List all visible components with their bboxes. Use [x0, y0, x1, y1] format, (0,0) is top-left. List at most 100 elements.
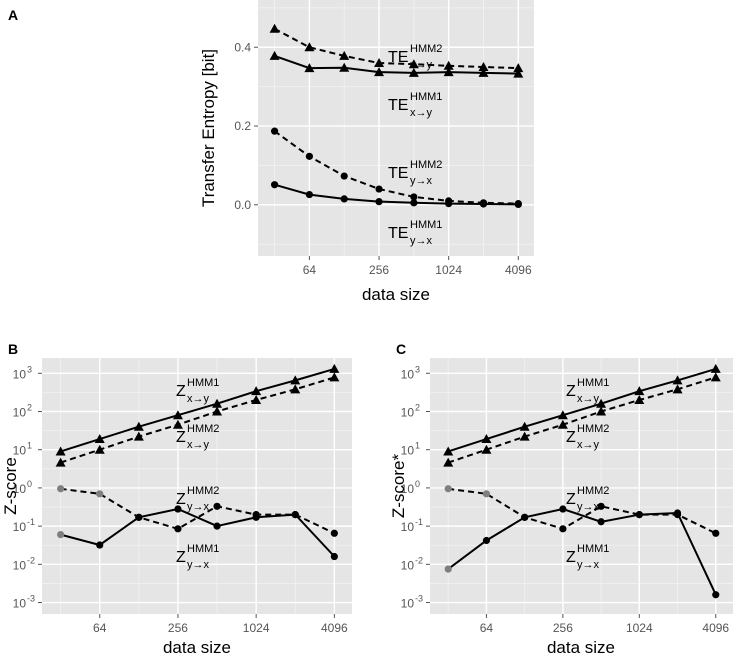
data-point-triangle — [374, 67, 385, 77]
data-point-triangle — [672, 384, 683, 394]
data-point-triangle — [557, 419, 568, 429]
y-tick-label: 10 — [13, 405, 27, 419]
data-point-circle — [291, 511, 299, 519]
data-point-triangle — [513, 63, 524, 73]
series-label-main: Z — [176, 491, 186, 508]
panel-letter: B — [8, 341, 18, 357]
data-point-circle — [482, 490, 491, 498]
data-point-triangle — [55, 446, 66, 456]
data-point-circle — [96, 541, 104, 549]
data-point-circle — [444, 485, 452, 493]
plot-background — [430, 358, 733, 614]
data-point-circle — [305, 190, 314, 199]
data-point-circle — [305, 152, 314, 160]
y-tick-label: 10 — [13, 482, 27, 496]
series-label-sup: HMM1 — [187, 377, 219, 389]
data-point-triangle — [269, 50, 280, 60]
x-tick-label: 256 — [369, 263, 389, 277]
x-tick-label: 256 — [553, 621, 573, 635]
data-point-circle — [57, 485, 65, 493]
data-point-triangle — [212, 406, 223, 416]
y-tick-label: 10 — [13, 444, 27, 458]
series-label: Z HMM1 y→x — [176, 543, 219, 571]
data-point-triangle — [481, 434, 492, 444]
series-label-sub: x→y — [577, 439, 600, 451]
y-tick-exponent: 2 — [415, 402, 420, 412]
y-tick-label: 0.4 — [234, 40, 251, 54]
series-label-sup: HMM1 — [577, 543, 609, 555]
data-point-triangle — [634, 386, 645, 396]
series-label-main: TE — [388, 49, 408, 66]
series-label-sub: x→y — [410, 59, 433, 71]
series-label-sub: y→x — [187, 559, 210, 571]
data-point-circle — [559, 525, 567, 533]
x-axis-title: data size — [547, 638, 615, 657]
series-label-sup: HMM1 — [187, 543, 219, 555]
y-tick-exponent: 0 — [27, 479, 32, 489]
data-point-triangle — [519, 431, 530, 441]
x-tick-label: 64 — [303, 263, 317, 277]
data-point-circle — [252, 513, 260, 521]
y-tick-exponent: 1 — [27, 441, 32, 451]
data-point-circle — [213, 502, 221, 510]
data-point-circle — [375, 198, 383, 206]
series-label-main: TE — [388, 225, 408, 242]
data-point-circle — [521, 513, 529, 521]
data-point-circle — [410, 193, 418, 201]
y-tick-label: 10 — [401, 597, 415, 611]
y-tick-label: 10 — [401, 520, 415, 534]
data-point-triangle — [481, 444, 492, 454]
series-label-sub: y→x — [577, 559, 600, 571]
data-point-triangle — [251, 394, 262, 404]
data-point-triangle — [478, 61, 489, 71]
data-point-circle — [445, 200, 453, 208]
series-label: Z HMM1 x→y — [176, 377, 219, 405]
series-label-sup: HMM2 — [577, 423, 609, 435]
y-tick-exponent: -2 — [415, 555, 423, 565]
y-axis-title: Transfer Entropy [bit] — [199, 49, 218, 207]
data-point-triangle — [290, 384, 301, 394]
series-line — [447, 507, 717, 596]
data-point-circle — [597, 518, 605, 526]
series-label-sub: x→y — [410, 107, 433, 119]
data-point-triangle — [251, 386, 262, 396]
data-point-triangle — [710, 363, 721, 373]
data-point-triangle — [55, 457, 66, 467]
data-point-circle — [673, 509, 682, 517]
series-label: Z HMM1 y→x — [566, 543, 609, 571]
series-label: TE HMM2 x→y — [388, 43, 442, 71]
x-axis-title: data size — [163, 638, 231, 657]
data-point-circle — [712, 529, 720, 537]
series-label-sub: x→y — [187, 393, 210, 405]
plot-background — [258, 0, 534, 256]
data-point-triangle — [269, 23, 280, 33]
data-point-triangle — [374, 58, 385, 68]
data-point-circle — [330, 552, 338, 561]
data-point-triangle — [172, 419, 183, 429]
data-point-circle — [135, 513, 143, 521]
data-point-triangle — [443, 446, 454, 456]
series-label: TE HMM1 x→y — [388, 91, 442, 119]
data-point-triangle — [94, 434, 105, 444]
data-point-circle — [514, 200, 522, 209]
series-label-main: TE — [388, 97, 408, 114]
data-point-circle — [340, 195, 348, 203]
data-point-triangle — [94, 444, 105, 454]
y-tick-label: 10 — [13, 597, 27, 611]
x-tick-label: 256 — [168, 621, 188, 635]
x-tick-label: 1024 — [435, 263, 462, 277]
data-point-circle — [712, 591, 720, 599]
series-line — [447, 376, 717, 464]
series-label: Z HMM2 y→x — [566, 485, 609, 513]
y-tick-exponent: 3 — [27, 364, 32, 374]
y-tick-label: 10 — [13, 520, 27, 534]
series-label-main: TE — [388, 165, 408, 182]
series-line — [447, 367, 717, 453]
data-point-triangle — [408, 59, 419, 69]
series-label-sup: HMM1 — [410, 91, 442, 103]
data-point-triangle — [339, 62, 350, 72]
series-label-sup: HMM2 — [187, 485, 219, 497]
data-point-circle — [597, 502, 605, 510]
